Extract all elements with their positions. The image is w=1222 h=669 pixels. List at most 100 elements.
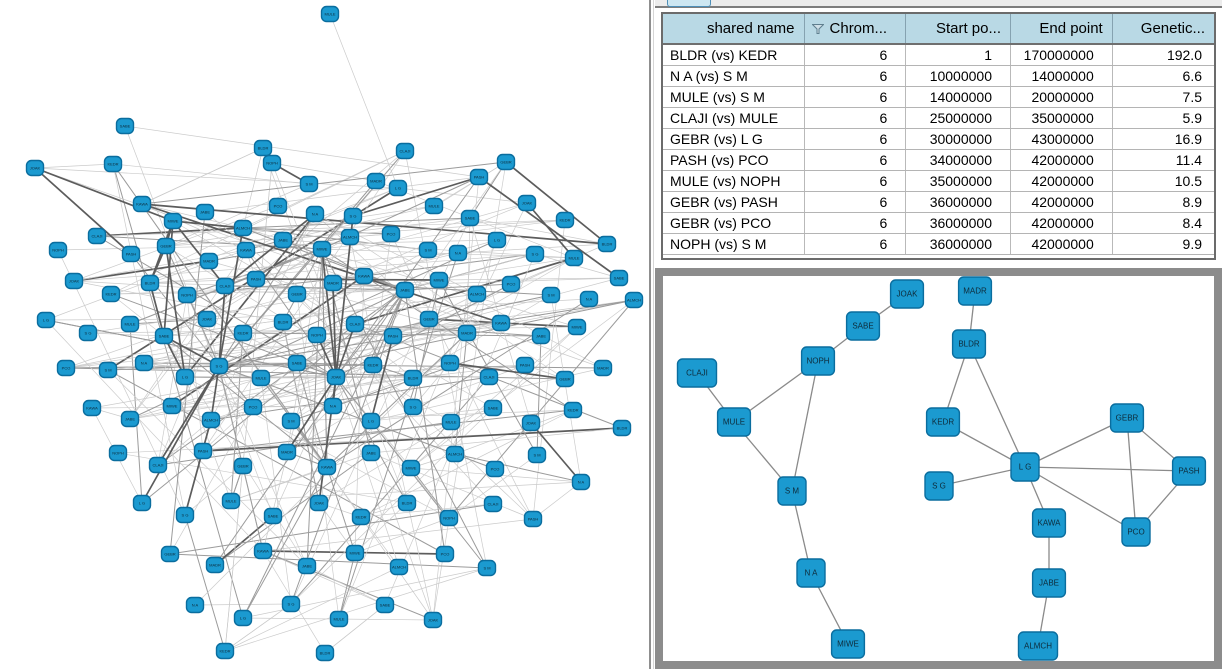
network-node[interactable]: PCO [501, 275, 521, 293]
network-node[interactable]: JABE [531, 327, 551, 345]
network-node[interactable]: BLDR [140, 274, 160, 292]
network-node[interactable]: S M [281, 412, 301, 430]
node-noph[interactable]: NOPH [800, 346, 836, 376]
column-header-genetic[interactable]: Genetic... [1112, 14, 1214, 45]
network-node[interactable]: S G [209, 357, 229, 375]
network-node[interactable]: JOAK [326, 368, 346, 386]
table-row[interactable]: N A (vs) S M 6 10000000 14000000 6.6 [663, 65, 1214, 87]
network-node[interactable]: JABE [361, 444, 381, 462]
network-node[interactable]: N A [579, 290, 599, 308]
network-node[interactable]: JOAK [521, 414, 541, 432]
column-header-end-point[interactable]: End point [1010, 14, 1113, 45]
network-node[interactable]: S M [527, 446, 547, 464]
node-pco[interactable]: PCO [1121, 517, 1151, 547]
network-node[interactable]: L G [487, 231, 507, 249]
network-node[interactable]: S M [299, 175, 319, 193]
network-node[interactable]: JABE [395, 281, 415, 299]
node-joak[interactable]: JOAK [889, 279, 925, 309]
network-node[interactable]: KAWA [82, 399, 102, 417]
node-miwe[interactable]: MIWE [830, 629, 866, 659]
network-node[interactable]: NOPH [439, 509, 459, 527]
network-node[interactable]: MADR [457, 324, 477, 342]
network-node[interactable]: S M [541, 286, 561, 304]
network-node[interactable]: S G [281, 595, 301, 613]
network-node[interactable]: L G [388, 179, 408, 197]
table-row[interactable]: MULE (vs) S M 6 14000000 20000000 7.5 [663, 86, 1214, 108]
network-node[interactable]: NOPH [48, 241, 68, 259]
network-node[interactable]: L G [361, 412, 381, 430]
network-node[interactable]: L G [36, 311, 56, 329]
network-node[interactable]: CLAJI [345, 315, 365, 333]
network-node[interactable]: PASH [383, 327, 403, 345]
network-node[interactable]: MULE [424, 197, 444, 215]
network-node[interactable]: KEDR [351, 508, 371, 526]
overview-network-panel[interactable]: MULE SABE JOAK KEDR BLDR NOPH CLAJI PASH GEBR MAD… [0, 0, 648, 669]
network-node[interactable]: S M [98, 361, 118, 379]
network-node[interactable]: MADR [323, 274, 343, 292]
network-node[interactable]: MULE [320, 5, 340, 23]
network-node[interactable]: CLAJI [148, 456, 168, 474]
network-node[interactable]: N A [323, 397, 343, 415]
network-node[interactable]: KEDR [233, 324, 253, 342]
funnel-filter-icon[interactable] [811, 24, 824, 34]
network-node[interactable]: S M [477, 559, 497, 577]
network-node[interactable]: SABE [483, 399, 503, 417]
network-node[interactable]: N A [571, 473, 591, 491]
network-node[interactable]: SABE [375, 596, 395, 614]
network-node[interactable]: MADR [366, 172, 386, 190]
node-almch[interactable]: ALMCH [1017, 631, 1059, 661]
network-node[interactable]: ALMCH [467, 285, 487, 303]
network-node[interactable]: S G [525, 245, 545, 263]
column-header-shared-name[interactable]: shared name [663, 14, 805, 45]
scrollbar-thumb[interactable] [667, 0, 711, 7]
network-node[interactable]: CLAJI [395, 142, 415, 160]
network-node[interactable]: BLDR [273, 313, 293, 331]
table-row[interactable]: MULE (vs) NOPH 6 35000000 42000000 10.5 [663, 170, 1214, 192]
network-node[interactable]: JABE [195, 203, 215, 221]
network-node[interactable]: MIWE [163, 212, 183, 230]
network-node[interactable]: GEBR [496, 153, 516, 171]
network-node[interactable]: MULE [329, 610, 349, 628]
network-node[interactable]: KAWA [253, 542, 273, 560]
network-node[interactable]: BLDR [315, 644, 335, 662]
network-node[interactable]: S G [343, 207, 363, 225]
network-node[interactable]: PCO [268, 197, 288, 215]
network-node[interactable]: ALMCH [233, 219, 253, 237]
network-node[interactable]: KEDR [563, 401, 583, 419]
network-node[interactable]: S G [403, 398, 423, 416]
node-bldr[interactable]: BLDR [951, 329, 987, 359]
network-node[interactable]: PCO [56, 359, 76, 377]
network-node[interactable]: BLDR [612, 419, 632, 437]
network-node[interactable]: PASH [515, 356, 535, 374]
network-node[interactable]: PASH [193, 442, 213, 460]
network-node[interactable]: JOAK [197, 310, 217, 328]
node-n-a[interactable]: N A [796, 558, 826, 588]
network-node[interactable]: PCO [435, 545, 455, 563]
filtered-network-canvas[interactable]: JOAK SABE NOPH CLAJI MULE S M N A MIWE MADR BLDR K… [663, 276, 1214, 661]
network-node[interactable]: NOPH [108, 444, 128, 462]
network-node[interactable]: PASH [523, 510, 543, 528]
network-node[interactable]: JABE [120, 410, 140, 428]
network-node[interactable]: ALMCH [624, 291, 644, 309]
network-node[interactable]: GEBR [419, 310, 439, 328]
table-row[interactable]: GEBR (vs) PASH 6 36000000 42000000 8.9 [663, 191, 1214, 213]
network-node[interactable]: PCO [485, 460, 505, 478]
network-node[interactable]: KAWA [132, 195, 152, 213]
node-sabe[interactable]: SABE [845, 311, 881, 341]
network-node[interactable]: L G [233, 609, 253, 627]
network-node[interactable]: NOPH [177, 286, 197, 304]
network-node[interactable]: N A [448, 244, 468, 262]
network-node[interactable]: PASH [121, 245, 141, 263]
table-row[interactable]: GEBR (vs) PCO 6 36000000 42000000 8.4 [663, 212, 1214, 234]
network-node[interactable]: MIWE [429, 271, 449, 289]
network-node[interactable]: JOAK [64, 272, 84, 290]
overview-network-canvas[interactable]: MULE SABE JOAK KEDR BLDR NOPH CLAJI PASH GEBR MAD… [0, 0, 648, 669]
network-node[interactable]: GEBR [555, 370, 575, 388]
network-node[interactable]: NOPH [440, 354, 460, 372]
node-s-m[interactable]: S M [777, 476, 807, 506]
network-node[interactable]: KAWA [236, 241, 256, 259]
table-row[interactable]: GEBR (vs) L G 6 30000000 43000000 16.9 [663, 128, 1214, 150]
network-node[interactable]: MIWE [162, 397, 182, 415]
network-node[interactable]: MIWE [567, 318, 587, 336]
node-gebr[interactable]: GEBR [1109, 403, 1145, 433]
